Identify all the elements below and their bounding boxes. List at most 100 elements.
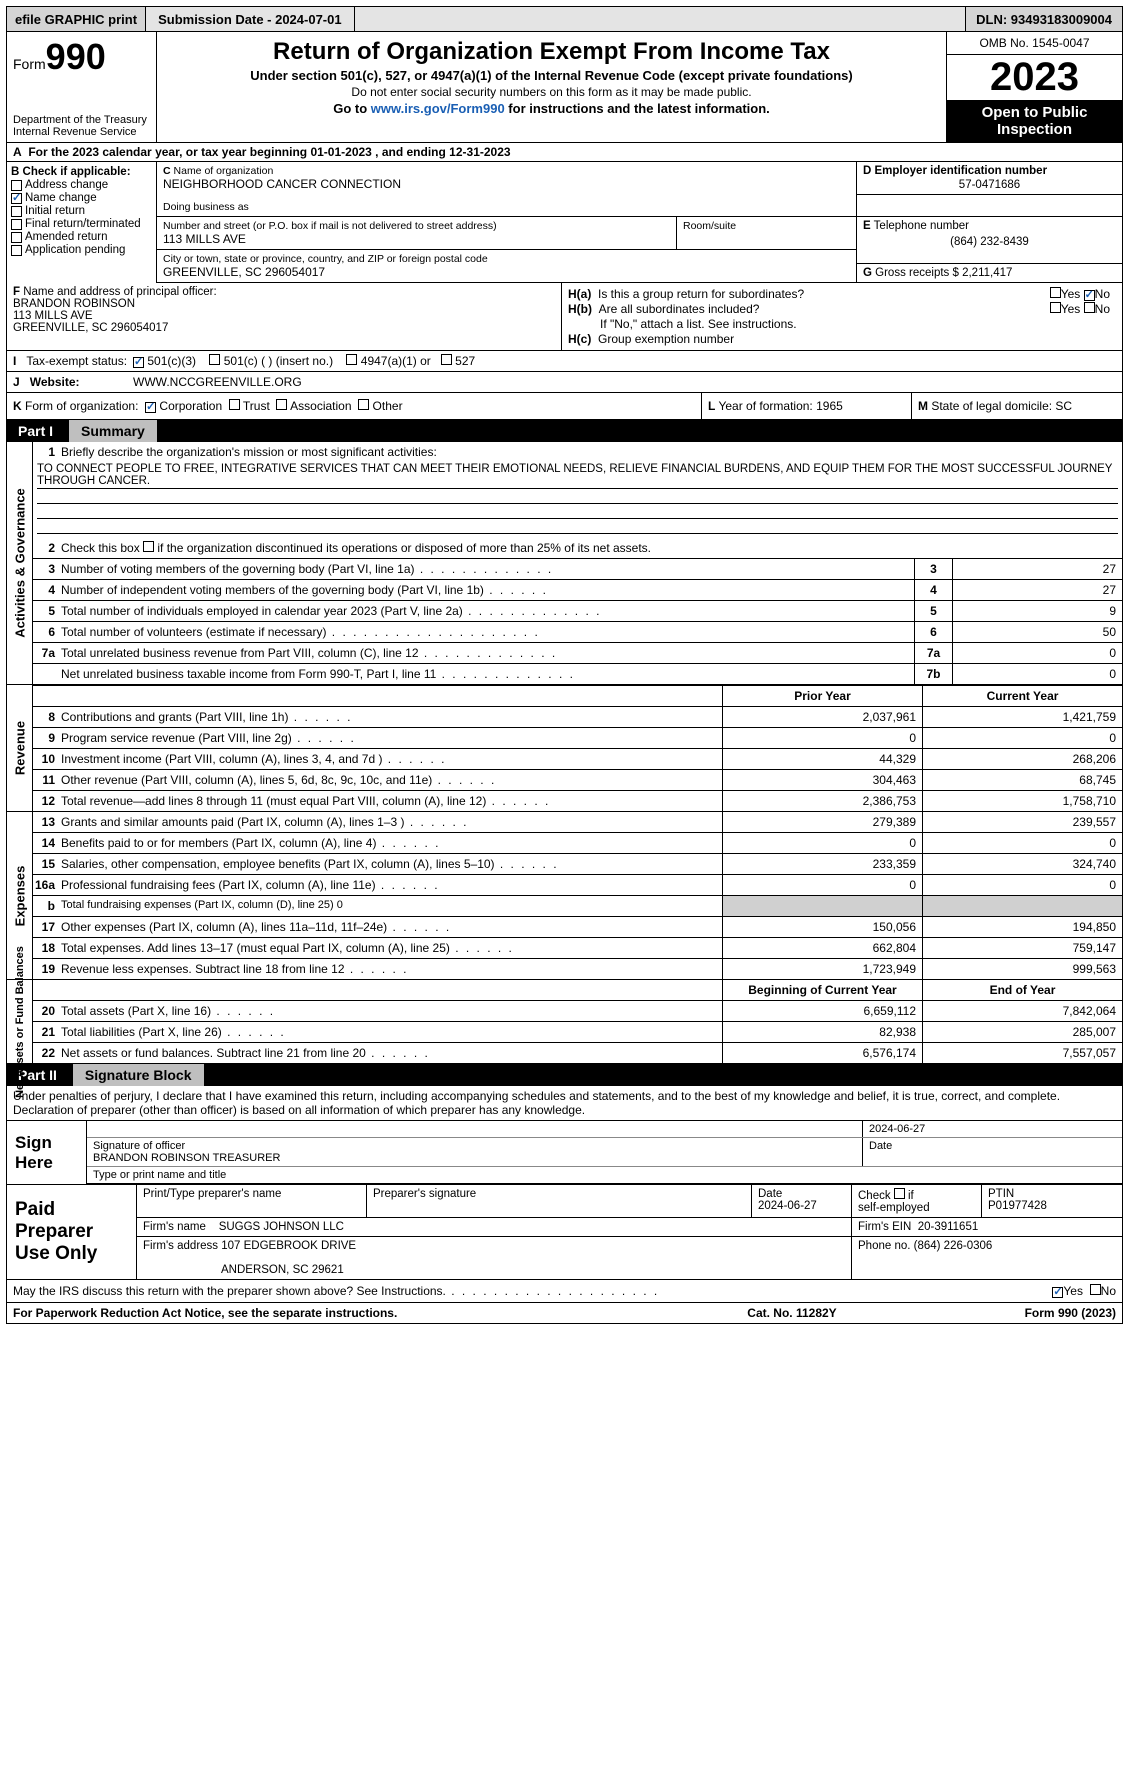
table-row: 18Total expenses. Add lines 13–17 (must … [33, 938, 1122, 959]
officer-addr: 113 MILLS AVE [13, 310, 555, 322]
submission-date: Submission Date - 2024-07-01 [146, 7, 355, 31]
form-of-org: K Form of organization: Corporation Trus… [7, 393, 702, 419]
part2-header: Part II Signature Block [6, 1064, 1123, 1086]
checkbox-icon[interactable] [143, 541, 154, 552]
checkbox-icon [11, 245, 22, 256]
checkbox-icon[interactable] [894, 1188, 905, 1199]
m-label: State of legal domicile: [931, 399, 1052, 413]
l7b-val: 0 [952, 664, 1122, 684]
topbar-spacer [355, 7, 967, 31]
open-to-public: Open to Public Inspection [947, 100, 1122, 142]
header-left: Form990 Department of the Treasury Inter… [7, 32, 157, 142]
side-net-assets: Net Assets or Fund Balances [7, 980, 33, 1063]
tax-year: 2023 [947, 55, 1122, 100]
footer-mid: Cat. No. 11282Y [682, 1303, 902, 1323]
ptin-cell: PTINP01977428 [982, 1185, 1122, 1217]
table-row: 10Investment income (Part VIII, column (… [33, 749, 1122, 770]
ha-no[interactable]: No [1084, 287, 1110, 301]
section-b: B Check if applicable: Address change Na… [7, 162, 157, 283]
phone-cell: E Telephone number (864) 232-8439 [857, 217, 1122, 264]
chk-name-change[interactable]: Name change [11, 192, 152, 204]
part2-title: Signature Block [73, 1064, 204, 1086]
chk-initial-return[interactable]: Initial return [11, 205, 152, 217]
checkbox-icon[interactable] [358, 399, 369, 410]
l-label: Year of formation: [718, 399, 812, 413]
table-row: 9Program service revenue (Part VIII, lin… [33, 728, 1122, 749]
chk-label: Initial return [25, 205, 85, 217]
l-val: 1965 [816, 399, 843, 413]
dba-label: Doing business as [163, 201, 850, 213]
officer-sig-name: BRANDON ROBINSON TREASURER [93, 1152, 280, 1164]
checkbox-checked-icon[interactable] [133, 357, 144, 368]
chk-label: Address change [25, 179, 108, 191]
chk-final-return[interactable]: Final return/terminated [11, 218, 152, 230]
ha-yes[interactable]: Yes [1050, 287, 1081, 301]
section-cde: C Name of organization NEIGHBORHOOD CANC… [157, 162, 1122, 283]
mission-label: Briefly describe the organization's miss… [61, 442, 1122, 462]
paid-preparer-row: Paid Preparer Use Only Print/Type prepar… [7, 1185, 1122, 1279]
table-row: 20Total assets (Part X, line 16)6,659,11… [33, 1001, 1122, 1022]
chk-address-change[interactable]: Address change [11, 179, 152, 191]
goto-post: for instructions and the latest informat… [505, 101, 770, 116]
k-label: Form of organization: [25, 399, 138, 413]
table-row: 17Other expenses (Part IX, column (A), l… [33, 917, 1122, 938]
gross-receipts-cell: G Gross receipts $ 2,211,417 [857, 264, 1122, 282]
chk-label: Final return/terminated [25, 218, 141, 230]
checkbox-checked-icon[interactable] [145, 402, 156, 413]
table-row: 14Benefits paid to or for members (Part … [33, 833, 1122, 854]
checkbox-icon[interactable] [229, 399, 240, 410]
department-label: Department of the Treasury Internal Reve… [13, 114, 150, 138]
dept-irs: Internal Revenue Service [13, 126, 150, 138]
irs-no[interactable]: No [1090, 1284, 1116, 1298]
hb-no[interactable]: No [1084, 302, 1110, 316]
k-corp: Corporation [159, 399, 222, 413]
header-mid: Return of Organization Exempt From Incom… [157, 32, 947, 142]
irs-link[interactable]: www.irs.gov/Form990 [371, 101, 505, 116]
city-label: City or town, state or province, country… [163, 253, 850, 265]
efile-print-button[interactable]: efile GRAPHIC print [7, 7, 146, 31]
fh-section: F Name and address of principal officer:… [6, 283, 1123, 351]
website-value: WWW.NCCGREENVILLE.ORG [133, 375, 1116, 389]
table-row: 16aProfessional fundraising fees (Part I… [33, 875, 1122, 896]
checkbox-icon[interactable] [441, 354, 452, 365]
irs-yes[interactable]: Yes [1052, 1284, 1083, 1298]
mission-value: TO CONNECT PEOPLE TO FREE, INTEGRATIVE S… [37, 462, 1118, 489]
table-row: 12Total revenue—add lines 8 through 11 (… [33, 791, 1122, 811]
checkbox-icon [11, 206, 22, 217]
checkbox-icon [11, 232, 22, 243]
form-subtitle-2: Do not enter social security numbers on … [165, 85, 938, 99]
addr-value: 113 MILLS AVE [163, 232, 670, 246]
l5-val: 9 [952, 601, 1122, 621]
section-h: H(a) Is this a group return for subordin… [562, 283, 1122, 350]
firm-addr: Firm's address 107 EDGEBROOK DRIVEANDERS… [137, 1237, 852, 1279]
checkbox-icon[interactable] [276, 399, 287, 410]
chk-application-pending[interactable]: Application pending [11, 244, 152, 256]
sign-here-row: Sign Here 2024-06-27 Signature of office… [7, 1121, 1122, 1185]
table-row: 19Revenue less expenses. Subtract line 1… [33, 959, 1122, 979]
expenses-section: Expenses 13Grants and similar amounts pa… [6, 812, 1123, 980]
chk-label: Name change [25, 192, 97, 204]
chk-amended[interactable]: Amended return [11, 231, 152, 243]
irs-q-text: May the IRS discuss this return with the… [13, 1284, 446, 1298]
chk-label: Amended return [25, 231, 107, 243]
checkbox-icon[interactable] [346, 354, 357, 365]
part1-body: Activities & Governance 1 Briefly descri… [6, 442, 1123, 685]
i-label: Tax-exempt status: [26, 354, 127, 368]
org-name: NEIGHBORHOOD CANCER CONNECTION [163, 177, 850, 191]
prep-sig-label: Preparer's signature [367, 1185, 752, 1217]
checkbox-icon [1090, 1284, 1101, 1295]
info-grid: B Check if applicable: Address change Na… [6, 162, 1123, 283]
footer-right: Form 990 (2023) [902, 1303, 1122, 1323]
opt-501c3: 501(c)(3) [147, 354, 196, 368]
irs-discuss-row: May the IRS discuss this return with the… [6, 1280, 1123, 1303]
checkbox-icon[interactable] [209, 354, 220, 365]
table-row: 8Contributions and grants (Part VIII, li… [33, 707, 1122, 728]
sig-of-officer-label: Signature of officerBRANDON ROBINSON TRE… [87, 1138, 862, 1166]
street-cell: Number and street (or P.O. box if mail i… [157, 217, 677, 249]
hb-yes[interactable]: Yes [1050, 302, 1081, 316]
top-bar: efile GRAPHIC print Submission Date - 20… [6, 6, 1123, 32]
state-domicile: M State of legal domicile: SC [912, 393, 1122, 419]
table-row: 21Total liabilities (Part X, line 26)82,… [33, 1022, 1122, 1043]
klm-row: K Form of organization: Corporation Trus… [6, 393, 1123, 420]
m-val: SC [1055, 399, 1072, 413]
